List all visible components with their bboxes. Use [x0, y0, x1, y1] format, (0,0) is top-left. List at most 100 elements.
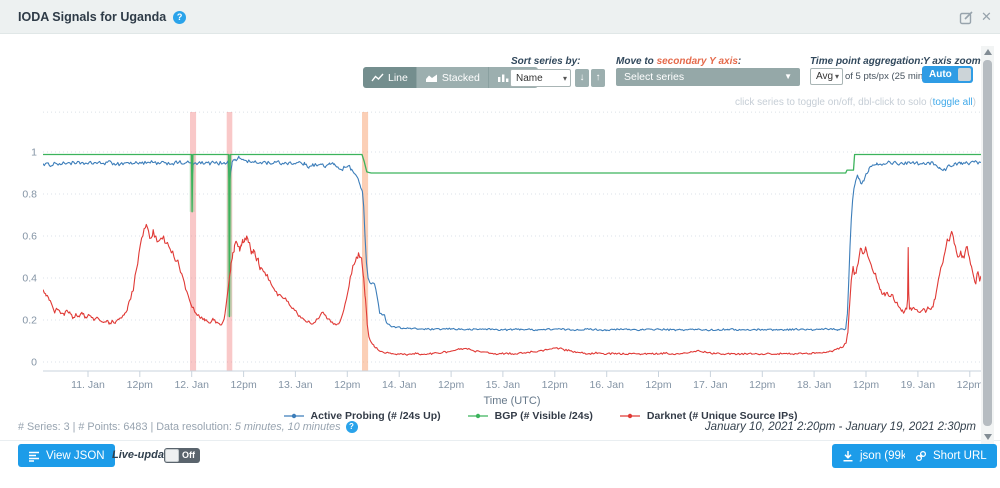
link-icon	[915, 450, 927, 462]
y-tick-label: 1	[31, 147, 37, 159]
stats-text: # Series: 3 | # Points: 6483 | Data reso…	[18, 421, 235, 433]
download-json-label: json (99kB)	[860, 450, 919, 462]
sort-ascending-button[interactable]: ↑	[591, 69, 605, 87]
view-json-button[interactable]: View JSON	[18, 444, 115, 467]
aggregation-select[interactable]: Avg ▾	[810, 68, 843, 85]
toggle-all-link[interactable]: toggle all	[932, 97, 973, 108]
chevron-down-icon: ▾	[562, 73, 567, 83]
y-tick-label: 0	[31, 357, 37, 369]
x-tick-label: 12pm	[127, 379, 154, 391]
x-tick-label: 19. Jan	[901, 379, 936, 391]
chevron-down-icon: ▾	[834, 72, 839, 81]
x-tick-label: 12pm	[853, 379, 880, 391]
date-range: January 10, 2021 2:20pm - January 19, 20…	[704, 421, 976, 433]
legend-item-bgp[interactable]: BGP (# Visible /24s)	[467, 410, 593, 422]
live-update-toggle[interactable]: Off	[164, 448, 200, 463]
chart-legend: Active Probing (# /24s Up) BGP (# Visible…	[80, 410, 1000, 422]
aggregation-value: Avg	[816, 71, 834, 82]
legend-label: Active Probing (# /24s Up)	[310, 410, 441, 422]
secondary-axis-label: Move to secondary Y axis:	[616, 56, 741, 67]
aggregation-label: Time point aggregation:	[810, 56, 924, 67]
sort-descending-button[interactable]: ↓	[575, 69, 589, 87]
scrollbar-up-arrow[interactable]	[984, 49, 992, 55]
legend-marker	[467, 413, 488, 419]
select-series-placeholder: Select series	[624, 71, 685, 83]
series-darknet[interactable]	[43, 223, 981, 356]
y-tick-label: 0.8	[22, 189, 37, 201]
live-update-label: Live-update:	[112, 449, 178, 461]
edit-icon[interactable]	[959, 10, 974, 25]
short-url-button[interactable]: Short URL	[905, 444, 997, 468]
x-tick-label: 18. Jan	[797, 379, 832, 391]
chart-type-label: Stacked	[441, 71, 480, 84]
x-tick-label: 12pm	[334, 379, 361, 391]
legend-item-active-probing[interactable]: Active Probing (# /24s Up)	[283, 410, 441, 422]
scrollbar-thumb[interactable]	[983, 60, 992, 426]
chart-type-label: Line	[388, 71, 408, 84]
label-accent: secondary Y axis	[656, 56, 738, 67]
stacked-chart-icon	[425, 74, 437, 82]
view-json-label: View JSON	[46, 449, 105, 462]
y-axis-zoom-value: Auto	[929, 69, 952, 80]
legend-item-darknet[interactable]: Darknet (# Unique Source IPs)	[619, 410, 798, 422]
label-text: Move to	[616, 56, 657, 67]
footer-divider	[0, 440, 1000, 441]
outage-event-band	[190, 112, 197, 371]
legend-label: Darknet (# Unique Source IPs)	[646, 410, 798, 422]
chart-type-line-button[interactable]: Line	[363, 67, 416, 88]
modal-header: IODA Signals for Uganda? ✕	[0, 0, 1000, 34]
series-active-probing[interactable]	[43, 155, 981, 332]
list-icon	[29, 451, 39, 462]
y-axis-zoom-label: Y axis zoom:	[923, 56, 984, 67]
x-tick-label: 12pm	[542, 379, 569, 391]
hint-text: click series to toggle on/off, dbl-click…	[734, 97, 933, 108]
legend-marker	[283, 413, 304, 419]
legend-label: BGP (# Visible /24s)	[494, 410, 593, 422]
stats-help-icon[interactable]: ?	[345, 421, 358, 433]
x-tick-label: 12pm	[645, 379, 672, 391]
x-tick-label: 14. Jan	[382, 379, 417, 391]
stats-resolution: 5 minutes, 10 minutes	[234, 421, 341, 433]
hint-text: )	[972, 97, 976, 108]
x-tick-label: 12pm	[438, 379, 465, 391]
y-tick-label: 0.2	[22, 315, 37, 327]
title-text: IODA Signals for Uganda	[18, 10, 167, 24]
aggregation-suffix: of 5 pts/px (25 minutes)	[845, 71, 945, 82]
scrollbar-down-arrow[interactable]	[984, 434, 992, 440]
live-update-value: Off	[182, 450, 195, 460]
x-tick-label: 12. Jan	[174, 379, 209, 391]
line-chart-icon	[371, 73, 384, 81]
label-text: :	[737, 56, 742, 67]
x-tick-label: 16. Jan	[589, 379, 624, 391]
x-tick-label: 12pm	[230, 379, 257, 391]
sort-series-select[interactable]: Name ▾	[510, 69, 571, 87]
help-icon[interactable]: ?	[173, 11, 187, 24]
download-icon	[843, 451, 853, 462]
sort-series-value: Name	[516, 72, 543, 84]
close-icon[interactable]: ✕	[981, 9, 992, 24]
sort-series-label: Sort series by:	[511, 56, 581, 67]
x-tick-label: 15. Jan	[486, 379, 521, 391]
select-series-dropdown[interactable]: Select series ▼	[616, 68, 800, 86]
x-tick-label: 12pm	[957, 379, 984, 391]
series-bgp[interactable]	[43, 153, 981, 318]
y-tick-label: 0.4	[22, 273, 37, 285]
x-tick-label: 12pm	[749, 379, 776, 391]
short-url-label: Short URL	[933, 450, 987, 462]
x-axis-title: Time (UTC)	[483, 395, 540, 407]
chart-stats: # Series: 3 | # Points: 6483 | Data reso…	[18, 421, 358, 433]
chart-type-stacked-button[interactable]: Stacked	[415, 67, 488, 88]
y-tick-label: 0.6	[22, 231, 37, 243]
x-tick-label: 13. Jan	[278, 379, 313, 391]
y-axis-zoom-toggle[interactable]: Auto	[922, 66, 973, 83]
toggle-knob	[165, 449, 179, 462]
x-tick-label: 11. Jan	[71, 379, 105, 391]
chevron-down-icon: ▼	[784, 72, 792, 81]
series-toggle-hint: click series to toggle on/off, dbl-click…	[735, 97, 976, 108]
bar-chart-icon	[497, 74, 509, 82]
page-title: IODA Signals for Uganda?	[18, 0, 187, 34]
legend-marker	[619, 413, 640, 419]
toggle-knob	[958, 68, 971, 81]
x-tick-label: 17. Jan	[693, 379, 728, 391]
